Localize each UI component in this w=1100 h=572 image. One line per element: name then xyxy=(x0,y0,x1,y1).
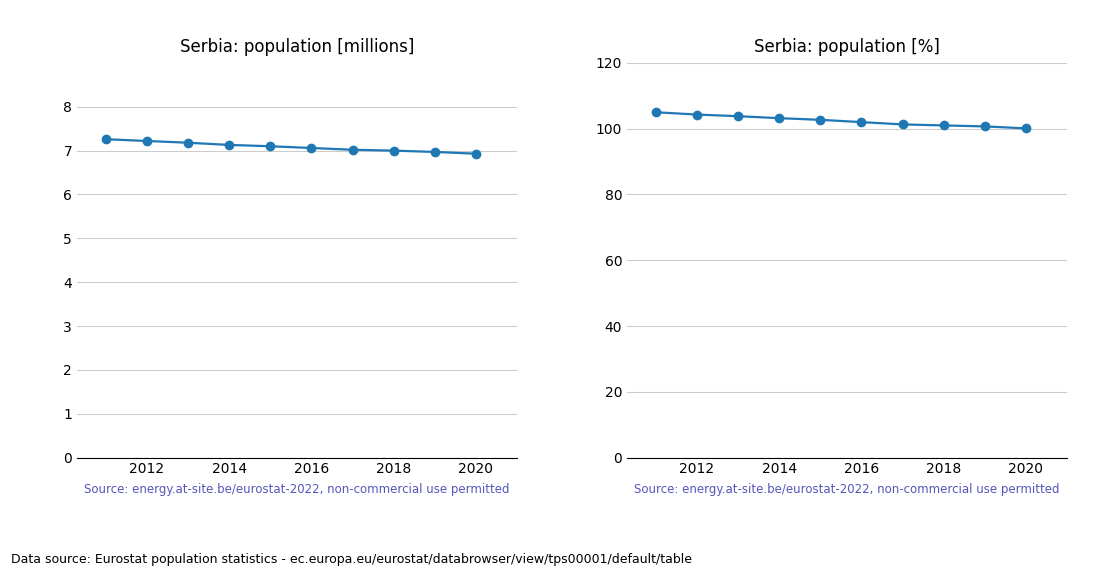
Title: Serbia: population [%]: Serbia: population [%] xyxy=(755,38,939,56)
Text: Data source: Eurostat population statistics - ec.europa.eu/eurostat/databrowser/: Data source: Eurostat population statist… xyxy=(11,553,692,566)
Text: Source: energy.at-site.be/eurostat-2022, non-commercial use permitted: Source: energy.at-site.be/eurostat-2022,… xyxy=(85,483,509,496)
Title: Serbia: population [millions]: Serbia: population [millions] xyxy=(179,38,415,56)
Text: Source: energy.at-site.be/eurostat-2022, non-commercial use permitted: Source: energy.at-site.be/eurostat-2022,… xyxy=(635,483,1059,496)
